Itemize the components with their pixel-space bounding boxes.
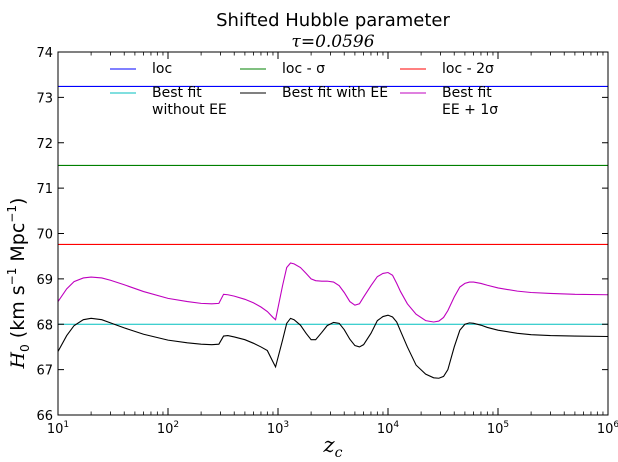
legend-label: loc - σ: [282, 61, 325, 77]
legend-label: EE + 1σ: [442, 102, 498, 118]
y-tick-label: 70: [36, 228, 53, 243]
legend-label: Best fit: [152, 85, 202, 101]
y-tick-label: 68: [36, 318, 53, 333]
legend-entry-loc-2sigma: loc - 2σ: [400, 61, 494, 77]
series-line-best-fit-ee-1sigma: [58, 262, 608, 323]
y-label-symbol: H: [7, 351, 29, 369]
legend-label: Best fit with EE: [282, 85, 388, 101]
y-tick-label: 69: [36, 273, 53, 288]
y-tick-label: 71: [36, 182, 53, 197]
y-tick-label: 73: [36, 91, 53, 106]
y-label-close: ): [7, 198, 29, 205]
y-label-symbol-sub: 0: [18, 344, 32, 352]
legend-label: loc - 2σ: [442, 61, 494, 77]
y-axis-label-group: H0(km s−1 Mpc−1): [5, 198, 32, 370]
y-tick-label: 72: [36, 137, 53, 152]
x-label-main: z: [323, 433, 336, 457]
x-tick-label: 101: [47, 420, 69, 437]
y-axis-label: H0(km s−1 Mpc−1): [5, 198, 32, 370]
legend-entry-best-fit-with-ee: Best fit with EE: [240, 85, 388, 101]
legend-label: Best fit: [442, 85, 492, 101]
y-tick-label: 66: [36, 409, 53, 424]
series-layer: [58, 85, 608, 379]
x-axis-label: zc: [323, 433, 343, 461]
legend-entry-best-fit-ee-1sigma: Best fit EE + 1σ: [400, 85, 498, 118]
x-label-sub: c: [335, 445, 343, 461]
legend-label: loc: [152, 61, 172, 77]
legend-label: without EE: [152, 102, 227, 118]
legend-entry-loc-sigma: loc - σ: [240, 61, 325, 77]
series-line-best-fit-with-ee: [58, 314, 608, 379]
x-tick-label: 102: [157, 420, 179, 437]
y-label-open: (km s: [7, 285, 29, 338]
x-tick-label: 104: [377, 420, 400, 437]
plot-frame: [57, 51, 609, 416]
y-tick-label: 67: [36, 364, 53, 379]
x-tick-label: 106: [597, 420, 618, 437]
legend-entry-loc: loc: [110, 61, 172, 77]
ticks-layer: 66 67 68 69 70 71 72 73 74 101 102 103 104 105 106: [36, 46, 618, 437]
y-label-exp1: −1: [5, 268, 19, 286]
chart-subtitle: τ=0.0596: [291, 32, 374, 52]
y-label-mid: Mpc: [7, 223, 29, 268]
x-tick-label: 103: [267, 420, 289, 437]
y-tick-label: 74: [36, 46, 53, 61]
x-tick-label: 105: [487, 420, 509, 437]
y-label-exp2: −1: [5, 205, 19, 223]
chart-title: Shifted Hubble parameter: [216, 10, 450, 31]
